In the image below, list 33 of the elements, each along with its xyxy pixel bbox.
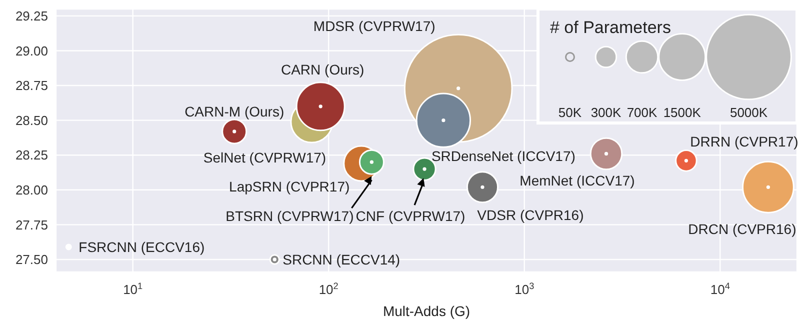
text: BTSRN (CVPRW17) (226, 208, 354, 224)
y-tick-label: 28.75 (15, 78, 48, 94)
y-tick-label: 27.50 (15, 252, 48, 268)
legend-label: 50K (558, 105, 582, 120)
x-tick-label: 10$^{1}$ (123, 281, 143, 297)
series-label: CARN (Ours) (280, 61, 364, 78)
x-tick-label: 10$^{4}$ (710, 281, 730, 297)
y-tick-label: 27.75 (15, 217, 48, 232)
series-label: MemNet (ICCV17) (520, 172, 635, 189)
series-label: LapSRN (CVPR17) (229, 178, 350, 194)
text: CNF (CVPRW17) (356, 208, 466, 224)
y-tick-label: 28.25 (15, 148, 48, 163)
series-label: FSRCNN (ECCV16) (78, 238, 205, 255)
series-label: CARN-M (Ours) (184, 103, 284, 120)
x-tick-label: 10$^{3}$ (514, 281, 534, 297)
legend-label: 1500K (663, 105, 702, 120)
legend-label: 5000K (730, 105, 768, 120)
y-tick-label: 28.50 (15, 112, 48, 128)
legend-title: # of Parameters (550, 18, 671, 37)
series-label: DRCN (CVPR16) (688, 221, 796, 238)
y-tick-label: 29.00 (15, 43, 48, 58)
series-label: SRDenseNet (ICCV17) (431, 148, 576, 164)
legend-label: 300K (590, 105, 622, 120)
series-label: VDSR (CVPR16) (477, 207, 584, 224)
series-label: DRRN (CVPR17) (690, 134, 798, 150)
legend-label: 700K (626, 105, 658, 120)
x-axis-title: Mult-Adds (G) (382, 303, 470, 319)
series-label: SelNet (CVPRW17) (203, 150, 326, 166)
x-tick-label: 10$^{2}$ (318, 281, 338, 297)
series-label: SRCNN (ECCV14) (282, 251, 400, 268)
y-tick-label: 28.00 (15, 182, 48, 198)
y-tick-label: 29.25 (15, 8, 48, 24)
series-label: MDSR (CVPRW17) (313, 18, 436, 34)
